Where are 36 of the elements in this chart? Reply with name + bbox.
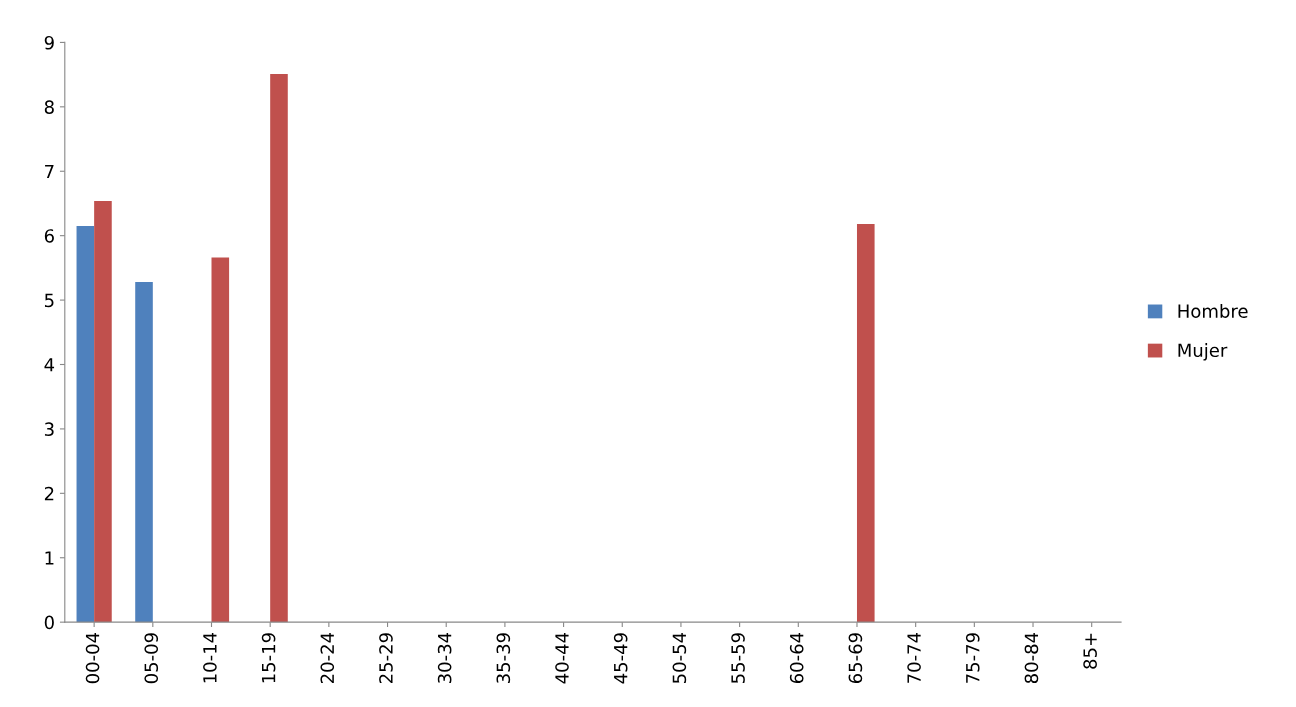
y-tick-label: 3 [44, 422, 54, 437]
x-tick-label: 25-29 [379, 633, 393, 684]
x-tick-label: 10-14 [203, 632, 217, 683]
y-tick-label: 4 [44, 358, 55, 372]
y-tick-label: 2 [44, 486, 54, 501]
bar [856, 224, 875, 623]
x-tick-label: 65-69 [848, 633, 863, 684]
x-tick-label: 50-54 [672, 632, 687, 683]
x-tick-label: 05-09 [144, 633, 159, 684]
x-tick-label: 55-59 [731, 633, 745, 683]
legend-label: Hombre [1178, 303, 1248, 318]
y-tick-label: 9 [44, 35, 54, 50]
y-tick-label: 8 [44, 100, 54, 114]
bar [94, 200, 112, 623]
y-tick-label: 1 [45, 551, 54, 565]
x-tick-label: 35-39 [496, 633, 511, 683]
x-tick-label: 70-74 [907, 632, 921, 683]
y-tick-label: 0 [44, 615, 54, 630]
x-tick-label: 00-04 [85, 632, 100, 684]
bar [270, 73, 288, 623]
x-tick-label: 20-24 [320, 632, 335, 684]
x-tick-label: 85+ [1083, 633, 1097, 669]
x-tick-label: 45-49 [613, 633, 628, 684]
x-tick-label: 60-64 [789, 632, 804, 684]
legend-label: Mujer [1178, 343, 1228, 361]
bar [76, 226, 95, 623]
x-tick-label: 40-44 [555, 632, 569, 684]
y-tick-label: 6 [44, 229, 54, 243]
bar [211, 257, 230, 623]
x-tick-label: 75-79 [965, 633, 980, 683]
x-tick-label: 80-84 [1024, 632, 1039, 684]
y-tick-label: 7 [45, 164, 54, 179]
y-tick-label: 5 [44, 293, 54, 308]
x-tick-label: 30-34 [437, 632, 452, 683]
x-tick-label: 15-19 [261, 633, 276, 683]
bar [135, 282, 153, 623]
